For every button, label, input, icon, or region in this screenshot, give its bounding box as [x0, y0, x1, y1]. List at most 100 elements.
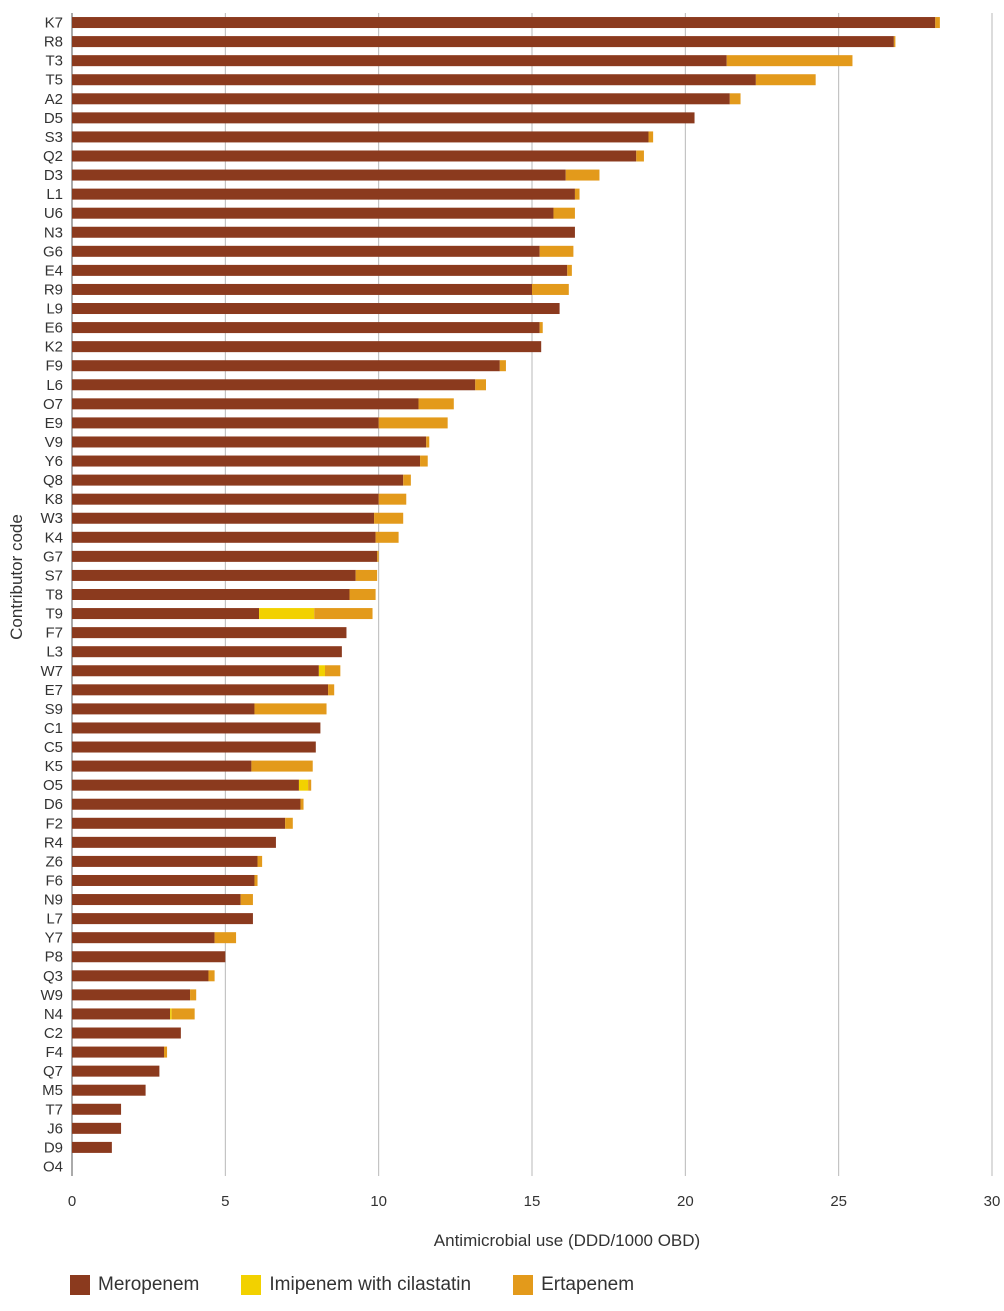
- bar-W9-series-0: [72, 989, 191, 1001]
- bar-S7-series-2: [355, 569, 378, 581]
- category-label-K7: K7: [45, 15, 63, 32]
- bar-E6-series-2: [539, 322, 543, 334]
- x-tick-label-0: 0: [68, 1193, 76, 1210]
- bar-O7-series-2: [418, 398, 454, 410]
- y-axis-label: Contributor code: [7, 514, 26, 640]
- category-label-C1: C1: [44, 720, 63, 737]
- category-label-T7: T7: [45, 1101, 63, 1118]
- bar-D5-series-0: [72, 112, 695, 124]
- category-label-A2: A2: [45, 91, 63, 108]
- category-label-E7: E7: [45, 682, 63, 699]
- category-label-F7: F7: [45, 625, 63, 642]
- bar-O7-series-0: [72, 398, 419, 410]
- x-tick-label-15: 15: [524, 1193, 541, 1210]
- bar-E9-series-2: [378, 417, 448, 429]
- bar-L3-series-0: [72, 646, 342, 658]
- category-label-F9: F9: [45, 358, 63, 375]
- bar-T3-series-2: [726, 55, 853, 67]
- bar-E7-series-0: [72, 684, 329, 696]
- category-label-G6: G6: [43, 243, 63, 260]
- bar-C1-series-0: [72, 722, 321, 734]
- bar-Y7-series-2: [214, 932, 237, 944]
- bar-T9-series-1: [259, 608, 315, 620]
- category-label-N9: N9: [44, 892, 63, 909]
- category-label-D3: D3: [44, 167, 63, 184]
- bar-T5-series-2: [755, 74, 816, 86]
- bar-D6-series-0: [72, 798, 301, 810]
- legend-label-ertapenem: Ertapenem: [541, 1274, 635, 1295]
- bar-L6-series-0: [72, 379, 476, 391]
- bar-R8-series-2: [893, 36, 896, 48]
- bar-O5-series-2: [308, 779, 312, 791]
- legend: Meropenem Imipenem with cilastatin Ertap…: [70, 1274, 676, 1296]
- bars: [72, 17, 940, 1153]
- bar-S3-series-2: [648, 131, 654, 143]
- bar-A2-series-2: [729, 93, 741, 105]
- bar-F9-series-2: [499, 360, 506, 372]
- category-label-Q7: Q7: [43, 1063, 63, 1080]
- category-label-Z6: Z6: [45, 853, 63, 870]
- x-tick-label-25: 25: [830, 1193, 847, 1210]
- category-label-Y7: Y7: [45, 930, 63, 947]
- category-label-F6: F6: [45, 872, 63, 889]
- bar-D3-series-2: [565, 169, 600, 181]
- bar-K2-series-0: [72, 341, 542, 353]
- category-label-T9: T9: [45, 606, 63, 623]
- bar-F7-series-0: [72, 627, 347, 639]
- category-label-K4: K4: [45, 529, 63, 546]
- bar-O5-series-1: [298, 779, 309, 791]
- bar-R4-series-0: [72, 836, 276, 848]
- category-label-Q8: Q8: [43, 472, 63, 489]
- category-label-L7: L7: [46, 911, 63, 928]
- bar-W7-series-2: [325, 665, 341, 677]
- bar-K5-series-2: [251, 760, 313, 772]
- bar-T8-series-0: [72, 589, 350, 600]
- bar-C2-series-0: [72, 1027, 181, 1039]
- bar-U6-series-0: [72, 207, 554, 219]
- bar-Z6-series-2: [257, 855, 263, 867]
- bar-T8-series-2: [349, 589, 376, 600]
- bar-Q3-series-0: [72, 970, 209, 982]
- category-label-O7: O7: [43, 396, 63, 413]
- x-axis-label: Antimicrobial use (DDD/1000 OBD): [434, 1231, 700, 1250]
- bar-E9-series-0: [72, 417, 379, 429]
- bar-S9-series-0: [72, 703, 255, 715]
- category-label-S9: S9: [45, 701, 63, 718]
- category-label-T8: T8: [45, 587, 63, 604]
- bar-N4-series-2: [171, 1008, 195, 1020]
- bar-F2-series-2: [285, 817, 293, 829]
- bar-F2-series-0: [72, 817, 286, 829]
- category-label-W9: W9: [41, 987, 64, 1004]
- bar-Z6-series-0: [72, 855, 258, 867]
- category-label-R8: R8: [44, 34, 63, 51]
- bar-Y6-series-0: [72, 455, 421, 467]
- bar-V9-series-2: [426, 436, 430, 448]
- legend-label-imipenem: Imipenem with cilastatin: [269, 1274, 472, 1295]
- category-label-F2: F2: [45, 815, 63, 832]
- category-labels: K7 R8 T3 T5 A2 D5 S3 Q2 D3 L1 U6 N3 G6 E4 R9 L9 E6 K2 F9 L6…: [41, 15, 64, 1176]
- category-label-L6: L6: [46, 377, 63, 394]
- category-label-K5: K5: [45, 758, 63, 775]
- category-label-E9: E9: [45, 415, 63, 432]
- category-label-D6: D6: [44, 796, 63, 813]
- bar-Q7-series-0: [72, 1065, 160, 1077]
- bar-N9-series-0: [72, 894, 241, 906]
- bar-K4-series-0: [72, 531, 376, 543]
- bar-W9-series-2: [190, 989, 197, 1001]
- bar-T9-series-0: [72, 608, 260, 620]
- x-tick-label-5: 5: [221, 1193, 229, 1210]
- category-label-K2: K2: [45, 339, 63, 356]
- category-label-R4: R4: [44, 834, 63, 851]
- category-label-Y6: Y6: [45, 453, 63, 470]
- bar-D3-series-0: [72, 169, 566, 181]
- bar-Q8-series-2: [403, 474, 411, 486]
- category-label-W3: W3: [41, 510, 64, 527]
- bar-U6-series-2: [553, 207, 575, 219]
- category-label-O4: O4: [43, 1158, 63, 1175]
- bar-L1-series-2: [574, 188, 580, 200]
- bar-R9-series-2: [532, 283, 569, 295]
- bar-F6-series-0: [72, 874, 255, 886]
- category-label-M5: M5: [42, 1082, 63, 1099]
- category-label-F4: F4: [45, 1044, 63, 1061]
- bar-D6-series-2: [300, 798, 304, 810]
